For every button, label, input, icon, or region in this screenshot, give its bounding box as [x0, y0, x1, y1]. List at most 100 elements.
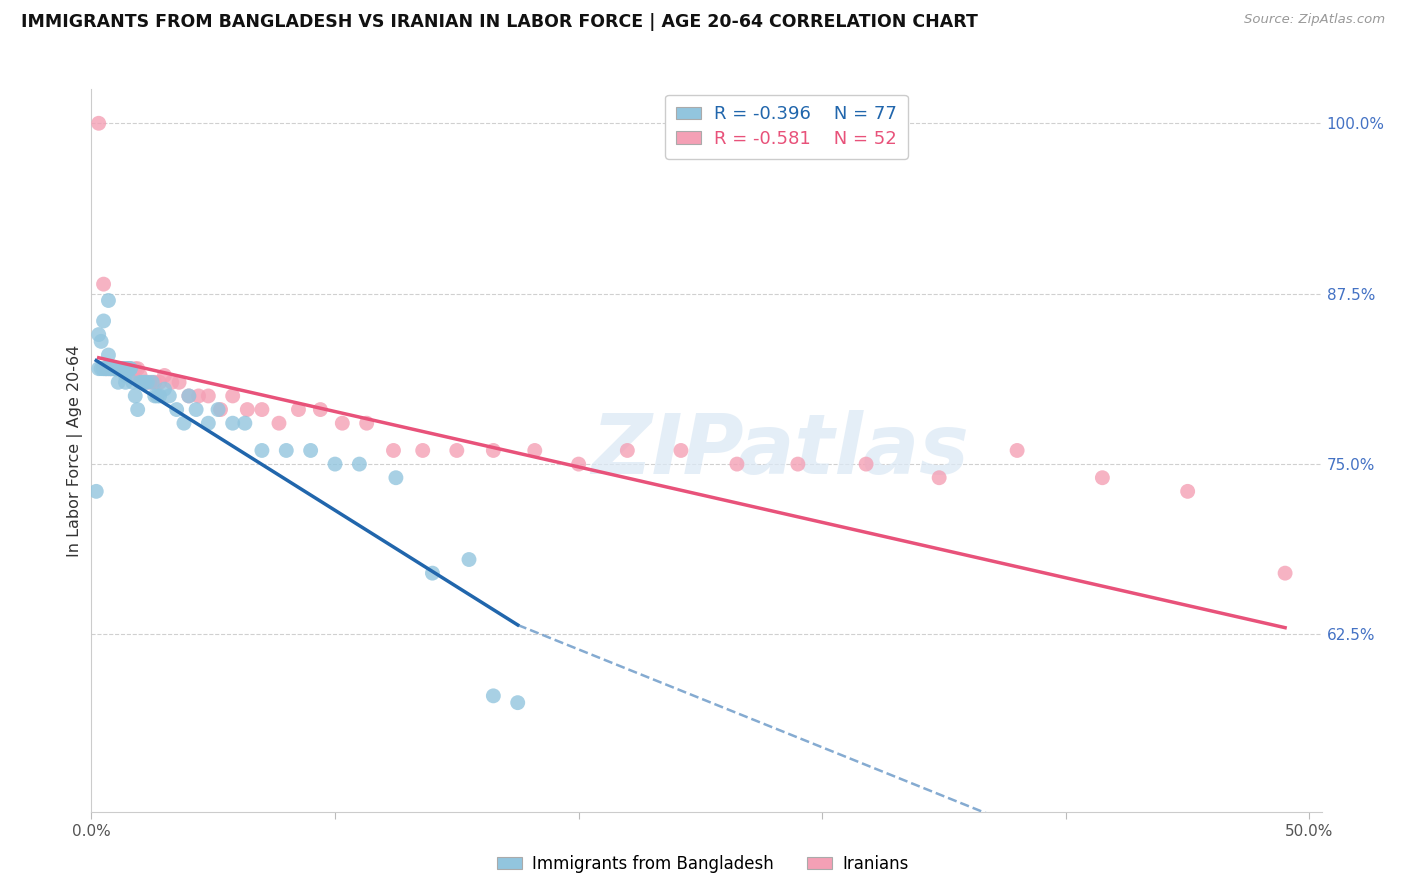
Point — [117, 361, 139, 376]
Point — [523, 443, 546, 458]
Point — [233, 416, 256, 430]
Point — [446, 443, 468, 458]
Point — [267, 416, 290, 430]
Point — [100, 361, 122, 376]
Point — [160, 376, 183, 390]
Point — [120, 361, 142, 376]
Point — [120, 361, 142, 376]
Point — [84, 484, 107, 499]
Point — [616, 443, 638, 458]
Point — [209, 402, 232, 417]
Point — [100, 361, 122, 376]
Point — [143, 376, 166, 390]
Point — [197, 389, 219, 403]
Point — [107, 361, 129, 376]
Point — [412, 443, 434, 458]
Y-axis label: In Labor Force | Age 20-64: In Labor Force | Age 20-64 — [67, 344, 83, 557]
Point — [482, 689, 505, 703]
Point — [107, 361, 129, 376]
Point — [94, 361, 117, 376]
Point — [134, 376, 156, 390]
Point — [112, 361, 135, 376]
Point — [107, 361, 129, 376]
Point — [117, 361, 139, 376]
Point — [114, 368, 136, 383]
Point — [104, 361, 127, 376]
Point — [94, 361, 117, 376]
Point — [568, 457, 591, 471]
Point — [382, 443, 405, 458]
Point — [422, 566, 444, 581]
Point — [114, 376, 136, 390]
Point — [110, 361, 132, 376]
Point — [124, 361, 146, 376]
Point — [94, 361, 117, 376]
Point — [134, 376, 156, 390]
Point — [177, 389, 200, 403]
Point — [100, 361, 122, 376]
Point — [97, 361, 120, 376]
Point — [356, 416, 378, 430]
Point — [103, 361, 125, 376]
Legend: Immigrants from Bangladesh, Iranians: Immigrants from Bangladesh, Iranians — [491, 848, 915, 880]
Point — [100, 361, 122, 376]
Point — [87, 116, 110, 130]
Text: Source: ZipAtlas.com: Source: ZipAtlas.com — [1244, 13, 1385, 27]
Point — [153, 368, 176, 383]
Point — [103, 361, 125, 376]
Point — [928, 471, 950, 485]
Point — [786, 457, 808, 471]
Point — [482, 443, 505, 458]
Point — [112, 361, 135, 376]
Point — [221, 389, 243, 403]
Point — [506, 696, 529, 710]
Point — [93, 361, 115, 376]
Point — [458, 552, 481, 566]
Point — [103, 361, 125, 376]
Point — [1005, 443, 1028, 458]
Point — [1091, 471, 1114, 485]
Point — [97, 361, 120, 376]
Point — [153, 382, 176, 396]
Point — [385, 471, 408, 485]
Point — [323, 457, 346, 471]
Point — [104, 361, 127, 376]
Point — [177, 389, 200, 403]
Point — [221, 416, 243, 430]
Point — [167, 376, 190, 390]
Point — [121, 376, 143, 390]
Point — [187, 389, 209, 403]
Point — [114, 361, 136, 376]
Point — [104, 361, 127, 376]
Point — [103, 361, 125, 376]
Point — [157, 389, 180, 403]
Point — [124, 389, 146, 403]
Point — [669, 443, 692, 458]
Point — [112, 361, 135, 376]
Point — [97, 348, 120, 362]
Point — [107, 376, 129, 390]
Point — [146, 389, 169, 403]
Point — [349, 457, 371, 471]
Point — [276, 443, 298, 458]
Point — [141, 376, 163, 390]
Point — [120, 361, 142, 376]
Point — [250, 402, 273, 417]
Point — [173, 416, 195, 430]
Point — [114, 361, 136, 376]
Point — [197, 416, 219, 430]
Point — [112, 361, 135, 376]
Point — [93, 277, 115, 292]
Point — [104, 361, 127, 376]
Point — [127, 402, 149, 417]
Text: IMMIGRANTS FROM BANGLADESH VS IRANIAN IN LABOR FORCE | AGE 20-64 CORRELATION CHA: IMMIGRANTS FROM BANGLADESH VS IRANIAN IN… — [21, 13, 979, 31]
Point — [107, 361, 129, 376]
Point — [1177, 484, 1199, 499]
Point — [117, 361, 139, 376]
Point — [104, 361, 127, 376]
Point — [129, 376, 152, 390]
Point — [330, 416, 353, 430]
Point — [725, 457, 748, 471]
Point — [207, 402, 229, 417]
Point — [299, 443, 322, 458]
